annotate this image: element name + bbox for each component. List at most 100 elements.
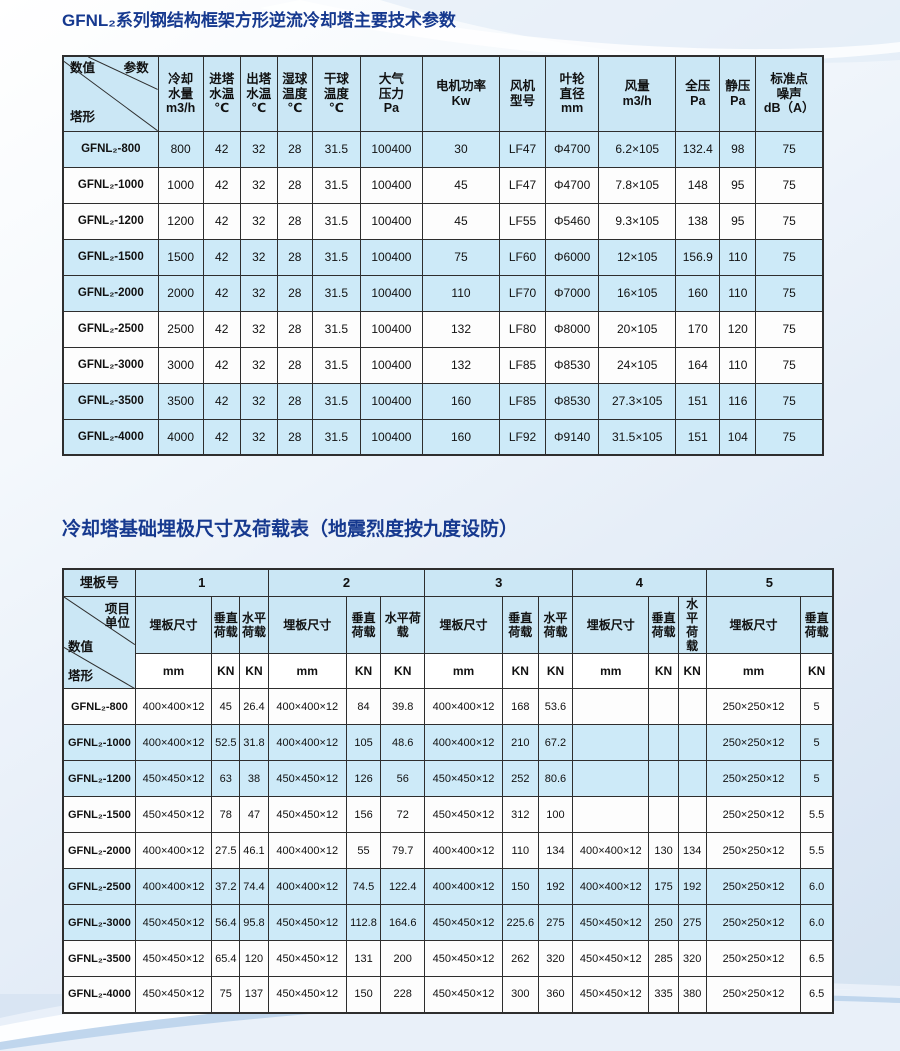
value-cell: 48.6 — [380, 724, 426, 762]
table-row: GFNL₂-4000 4000 42 32 28 31.5 100400 160 LF92 Φ91… — [62, 418, 824, 456]
column-header: 大气 压力 Pa — [359, 55, 423, 132]
value-cell: 3500 — [157, 382, 204, 420]
value-cell: 164 — [675, 346, 721, 384]
value-cell: 250×250×12 — [705, 760, 802, 798]
value-cell: 100 — [537, 796, 574, 834]
value-cell: 75 — [755, 130, 824, 168]
unit-cell: mm — [267, 653, 347, 690]
value-cell: 45 — [211, 688, 241, 726]
value-cell: 380 — [677, 976, 707, 1014]
value-cell: 32 — [239, 346, 278, 384]
table-row: GFNL₂-2500 2500 42 32 28 31.5 100400 132 LF80 Φ80… — [62, 310, 824, 348]
value-cell — [572, 796, 650, 834]
column-header: 出塔 水温 ℃ — [239, 55, 278, 132]
tower-model-cell: GFNL₂-3500 — [62, 940, 136, 978]
value-cell: 27.5 — [211, 832, 241, 870]
value-cell: 32 — [239, 382, 278, 420]
value-cell: 31.5 — [311, 346, 361, 384]
value-cell: 28 — [276, 310, 313, 348]
value-cell: 37.2 — [211, 868, 241, 906]
value-cell: 160 — [675, 274, 721, 312]
value-cell: 400×400×12 — [572, 868, 650, 906]
value-cell: 450×450×12 — [572, 940, 650, 978]
value-cell: 225.6 — [501, 904, 539, 942]
foundation-table-body: GFNL₂-800 400×400×12 45 26.4 400×400×12 84 39.… — [62, 688, 834, 1014]
value-cell: 100400 — [359, 130, 423, 168]
value-cell: 84 — [345, 688, 382, 726]
value-cell: 400×400×12 — [267, 868, 347, 906]
tower-model-cell: GFNL₂-4000 — [62, 976, 136, 1014]
table-row: GFNL₂-1500 1500 42 32 28 31.5 100400 75 LF60 Φ600… — [62, 238, 824, 276]
value-cell: 450×450×12 — [267, 940, 347, 978]
value-cell: Φ6000 — [545, 238, 600, 276]
table-row: GFNL₂-1200 450×450×12 63 38 450×450×12 126 56 4… — [62, 760, 834, 798]
diagonal-divider — [64, 597, 135, 689]
column-header: 水平 荷载 — [239, 595, 269, 655]
value-cell: 450×450×12 — [134, 796, 213, 834]
tower-model-cell: GFNL₂-1000 — [62, 724, 136, 762]
value-cell: 250×250×12 — [705, 976, 802, 1014]
value-cell: 450×450×12 — [424, 976, 503, 1014]
value-cell: 100400 — [359, 418, 423, 456]
value-cell: 28 — [276, 166, 313, 204]
value-cell: 300 — [501, 976, 539, 1014]
value-cell: 42 — [202, 238, 241, 276]
value-cell: 32 — [239, 274, 278, 312]
value-cell: 20×105 — [598, 310, 677, 348]
value-cell: 400×400×12 — [424, 832, 503, 870]
value-cell: 168 — [501, 688, 539, 726]
value-cell: Φ4700 — [545, 166, 600, 204]
value-cell: 110 — [719, 238, 757, 276]
value-cell: 7.8×105 — [598, 166, 677, 204]
value-cell: 6.0 — [800, 904, 834, 942]
value-cell: 45 — [421, 166, 501, 204]
tower-model-cell: GFNL₂-2500 — [62, 868, 136, 906]
table-row: GFNL₂-800 400×400×12 45 26.4 400×400×12 84 39.… — [62, 688, 834, 726]
value-cell: 38 — [239, 760, 269, 798]
value-cell: 400×400×12 — [134, 688, 213, 726]
value-cell: Φ7000 — [545, 274, 600, 312]
value-cell: 2000 — [157, 274, 204, 312]
value-cell: 75 — [755, 202, 824, 240]
value-cell: Φ8000 — [545, 310, 600, 348]
table-row: GFNL₂-2000 2000 42 32 28 31.5 100400 110 LF70 Φ70… — [62, 274, 824, 312]
value-cell: 160 — [421, 418, 501, 456]
value-cell: 42 — [202, 382, 241, 420]
value-cell: 39.8 — [380, 688, 426, 726]
value-cell: 400×400×12 — [134, 832, 213, 870]
unit-cell: KN — [211, 653, 241, 690]
corner-label-value: 数值 — [70, 61, 96, 75]
value-cell — [677, 724, 707, 762]
value-cell: 1500 — [157, 238, 204, 276]
value-cell: 275 — [537, 904, 574, 942]
value-cell: 6.2×105 — [598, 130, 677, 168]
unit-cell: KN — [648, 653, 679, 690]
value-cell: 100400 — [359, 238, 423, 276]
value-cell: 63 — [211, 760, 241, 798]
value-cell: 112.8 — [345, 904, 382, 942]
value-cell: 400×400×12 — [424, 868, 503, 906]
value-cell: 250 — [648, 904, 679, 942]
value-cell: 75 — [755, 382, 824, 420]
value-cell: LF85 — [499, 346, 547, 384]
value-cell: Φ8530 — [545, 346, 600, 384]
value-cell: 5 — [800, 760, 834, 798]
tower-model-cell: GFNL₂-3000 — [62, 346, 159, 384]
value-cell: 74.5 — [345, 868, 382, 906]
unit-cell: KN — [537, 653, 574, 690]
value-cell — [572, 688, 650, 726]
column-header: 风量 m3/h — [598, 55, 677, 132]
value-cell: 450×450×12 — [424, 904, 503, 942]
value-cell: 151 — [675, 418, 721, 456]
value-cell: 400×400×12 — [424, 688, 503, 726]
value-cell: 130 — [648, 832, 679, 870]
value-cell: 320 — [677, 940, 707, 978]
value-cell: 74.4 — [239, 868, 269, 906]
value-cell: 75 — [755, 418, 824, 456]
value-cell — [648, 688, 679, 726]
column-header: 埋板尺寸 — [572, 595, 650, 655]
value-cell: 137 — [239, 976, 269, 1014]
value-cell: 78 — [211, 796, 241, 834]
tower-model-cell: GFNL₂-1000 — [62, 166, 159, 204]
column-header: 埋板尺寸 — [267, 595, 347, 655]
